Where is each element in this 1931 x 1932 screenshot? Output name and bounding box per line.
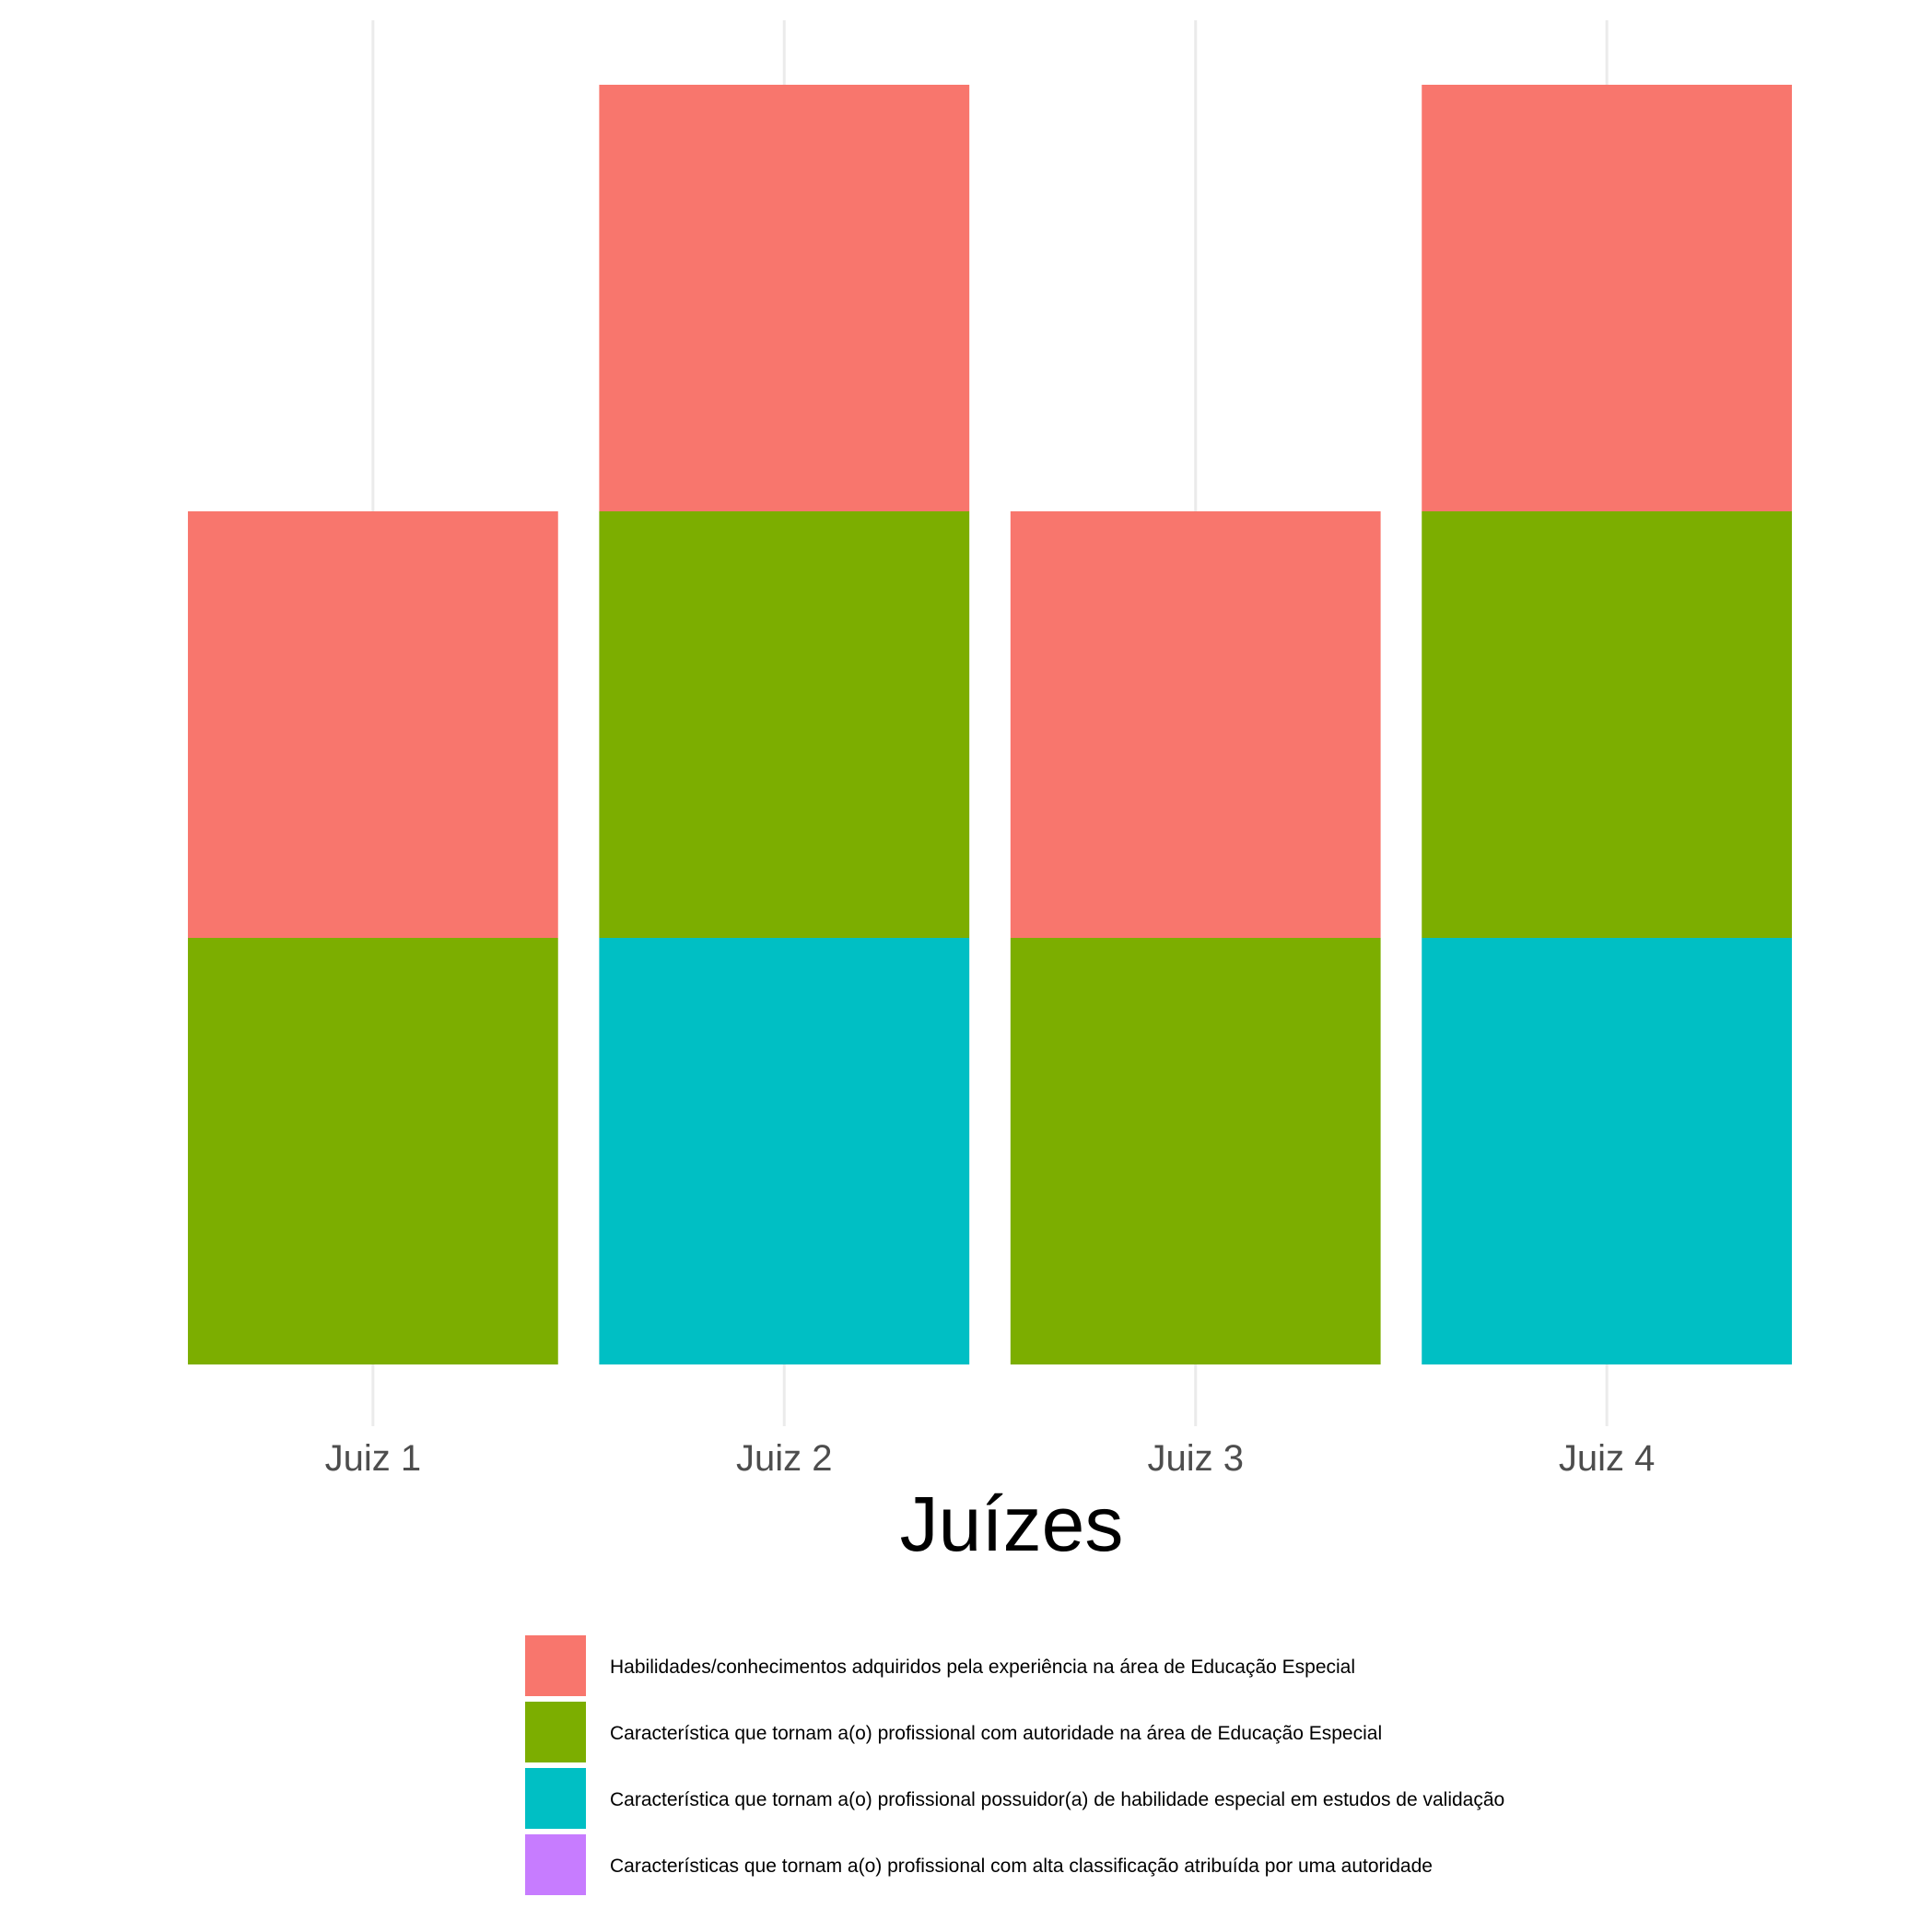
x-tick-labels: Juiz 1 Juiz 2 Juiz 3 Juiz 4: [325, 1438, 1656, 1479]
legend-label-1: Habilidades/conhecimentos adquiridos pel…: [610, 1657, 1355, 1678]
legend-key-2: [525, 1702, 586, 1762]
legend-key-3: [525, 1768, 586, 1829]
x-tick-label-4: Juiz 4: [1559, 1438, 1656, 1479]
bar-segment-juiz-3-series-1: [1010, 511, 1381, 938]
bars: [187, 85, 1793, 1364]
legend-label-2: Característica que tornam a(o) profissio…: [610, 1723, 1382, 1744]
x-axis-title: Juízes: [900, 1481, 1124, 1567]
bar-segment-juiz-2-series-3: [599, 938, 970, 1364]
bar-segment-juiz-4-series-2: [1422, 511, 1793, 938]
legend-label-3: Característica que tornam a(o) profissio…: [610, 1789, 1504, 1810]
x-tick-label-1: Juiz 1: [325, 1438, 422, 1479]
bar-segment-juiz-4-series-3: [1422, 938, 1793, 1364]
bar-segment-juiz-1-series-1: [187, 511, 558, 938]
bar-segment-juiz-4-series-1: [1422, 85, 1793, 511]
x-tick-label-3: Juiz 3: [1147, 1438, 1244, 1479]
bar-segment-juiz-2-series-1: [599, 85, 970, 511]
bar-segment-juiz-2-series-2: [599, 511, 970, 938]
legend: Habilidades/conhecimentos adquiridos pel…: [525, 1635, 1504, 1895]
legend-key-4: [525, 1834, 586, 1895]
bar-segment-juiz-1-series-2: [187, 938, 558, 1364]
x-tick-label-2: Juiz 2: [736, 1438, 833, 1479]
legend-key-1: [525, 1635, 586, 1696]
legend-label-4: Características que tornam a(o) profissi…: [610, 1856, 1433, 1877]
bar-segment-juiz-3-series-2: [1010, 938, 1381, 1364]
